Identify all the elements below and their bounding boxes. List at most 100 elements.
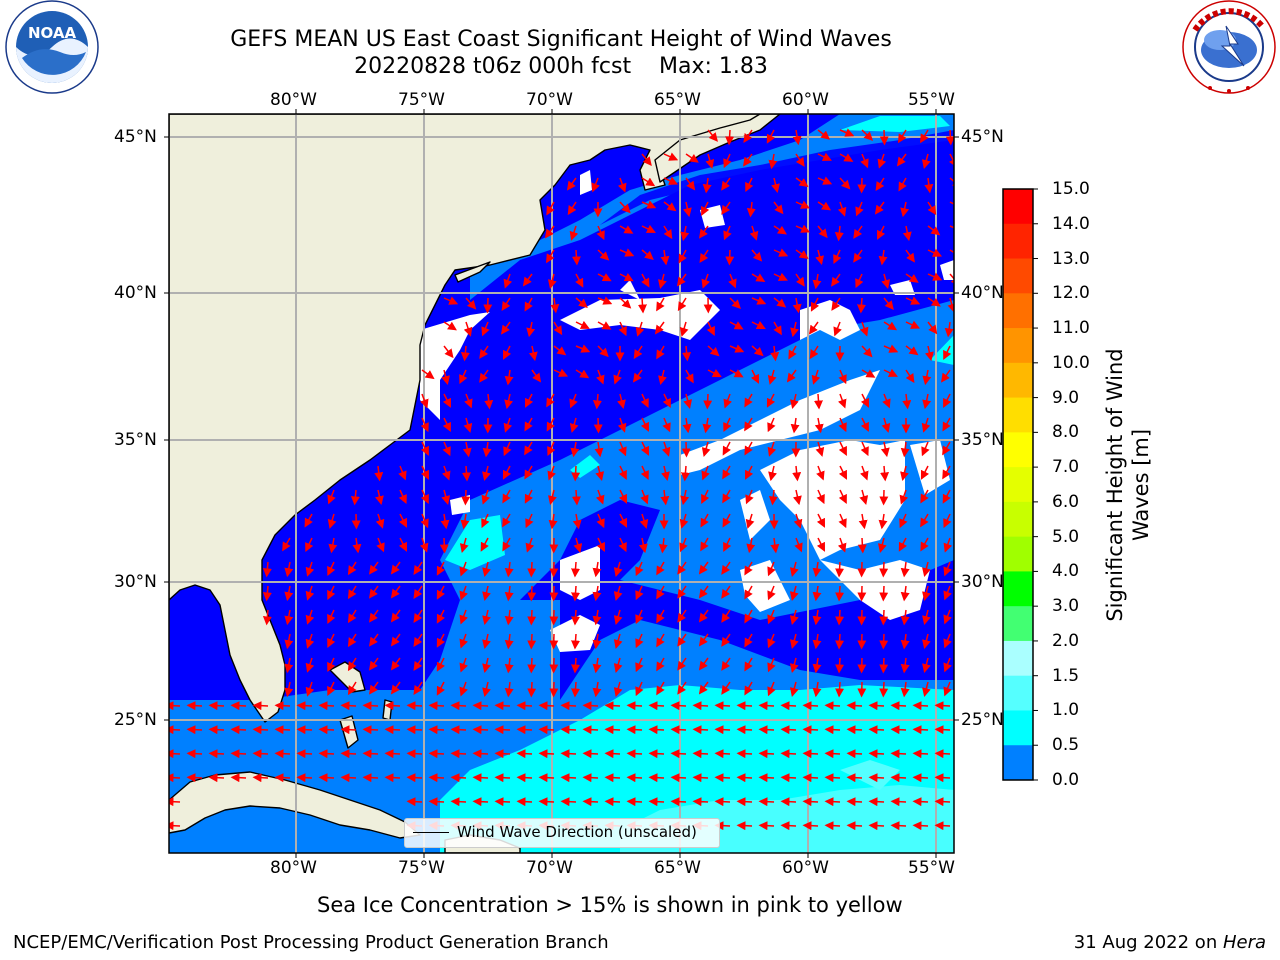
wave-direction-arrow: [656, 633, 665, 648]
wave-direction-arrow: [494, 749, 511, 759]
wave-direction-arrow: [663, 176, 679, 185]
colorbar-tick-label: 14.0: [1052, 213, 1090, 234]
wave-direction-arrow: [773, 201, 784, 215]
wave-direction-arrow: [699, 249, 709, 263]
wave-direction-arrow: [861, 345, 873, 358]
wave-direction-arrow: [461, 489, 471, 506]
wave-direction-arrow: [656, 681, 665, 696]
wave-direction-arrow: [660, 249, 670, 266]
wave-direction-arrow: [900, 681, 910, 698]
wave-direction-arrow: [789, 681, 799, 697]
wave-direction-arrow: [494, 773, 511, 783]
wave-direction-arrow: [837, 393, 847, 409]
wave-direction-arrow: [547, 273, 557, 289]
wave-direction-arrow: [398, 537, 407, 552]
wave-direction-arrow: [861, 129, 874, 141]
wave-direction-arrow: [282, 537, 291, 552]
wave-direction-arrow: [846, 725, 863, 735]
wave-direction-arrow: [927, 201, 937, 216]
nws-logo: [1182, 0, 1276, 94]
wave-direction-arrow: [575, 297, 588, 308]
wave-direction-arrow: [920, 537, 929, 552]
wave-direction-arrow: [853, 249, 863, 263]
wave-direction-arrow: [758, 749, 775, 759]
wave-direction-arrow: [481, 489, 490, 505]
lon-label-top-70w: 70°W: [526, 90, 573, 110]
wave-direction-arrow: [949, 273, 954, 286]
wave-direction-arrow: [744, 633, 753, 648]
lat-label-right-25n: 25°N: [961, 710, 1004, 730]
wave-direction-arrow: [604, 749, 621, 759]
wave-direction-arrow: [531, 369, 542, 383]
wave-direction-arrow: [613, 633, 623, 649]
footer-date-text: 31 Aug 2022 on: [1073, 932, 1223, 953]
wave-direction-arrow: [327, 657, 336, 672]
wave-direction-arrow: [833, 321, 842, 337]
wave-direction-arrow: [868, 821, 885, 831]
wave-direction-arrow: [670, 725, 687, 735]
wave-direction-arrow: [186, 725, 203, 735]
colorbar-segment: [1003, 571, 1033, 607]
wave-direction-arrow: [548, 513, 558, 530]
wave-direction-arrow: [340, 701, 357, 711]
wave-direction-arrow: [369, 657, 379, 671]
wave-direction-arrow: [780, 773, 797, 783]
wave-direction-arrow: [327, 585, 336, 600]
wave-direction-arrow: [376, 537, 385, 553]
wave-direction-arrow: [706, 321, 715, 336]
wave-direction-arrow: [656, 585, 665, 600]
wave-direction-arrow: [284, 633, 294, 650]
wave-direction-arrow: [305, 537, 314, 553]
wave-direction-arrow: [817, 201, 832, 211]
wave-direction-arrow: [420, 417, 429, 433]
wave-direction-arrow: [459, 537, 469, 553]
wave-direction-arrow: [641, 153, 652, 166]
wave-direction-arrow: [575, 273, 584, 288]
wave-direction-arrow: [692, 773, 709, 783]
wave-direction-arrow: [494, 725, 511, 735]
wave-direction-arrow: [899, 489, 909, 505]
wave-direction-arrow: [900, 441, 910, 458]
wave-direction-arrow: [252, 749, 269, 759]
wave-direction-arrow: [900, 465, 909, 482]
wave-direction-arrow: [347, 681, 357, 696]
wave-direction-arrow: [525, 513, 534, 529]
wave-direction-arrow: [682, 201, 692, 218]
wave-direction-arrow: [503, 417, 513, 433]
wave-direction-arrow: [582, 773, 599, 783]
wave-direction-arrow: [808, 321, 819, 335]
wave-direction-arrow: [482, 609, 491, 626]
wave-direction-arrow: [413, 561, 423, 575]
wave-direction-arrow: [922, 681, 931, 698]
map-subtitle: 20220828 t06z 000h fcst Max: 1.83: [354, 54, 768, 79]
wave-direction-arrow: [680, 489, 690, 506]
wave-direction-arrow: [618, 465, 627, 480]
wave-direction-arrow: [661, 465, 670, 482]
wave-direction-arrow: [846, 701, 863, 711]
lon-label-bottom-65w: 65°W: [654, 858, 701, 878]
wave-direction-arrow: [384, 773, 401, 783]
colorbar-tick-label: 4.0: [1052, 561, 1080, 582]
wave-direction-arrow: [398, 465, 407, 481]
wave-direction-arrow: [571, 561, 581, 578]
colorbar-tick-label: 10.0: [1052, 352, 1090, 373]
wave-direction-arrow: [878, 249, 888, 266]
wave-direction-arrow: [721, 201, 731, 215]
wave-direction-arrow: [502, 465, 512, 480]
wave-direction-arrow: [809, 345, 819, 360]
wave-direction-arrow: [262, 585, 272, 602]
wave-direction-arrow: [635, 633, 644, 649]
colorbar-tick-label: 2.0: [1052, 630, 1080, 651]
wave-direction-arrow: [390, 681, 401, 695]
wave-direction-arrow: [677, 561, 687, 575]
wave-direction-arrow: [527, 681, 537, 698]
colorbar-segment: [1003, 432, 1033, 468]
wave-direction-arrow: [714, 749, 731, 759]
wave-direction-arrow: [626, 797, 643, 807]
colorbar-title-line1: Significant Height of Wind: [1103, 348, 1127, 622]
wave-direction-arrow: [296, 773, 313, 783]
wave-direction-arrow: [714, 725, 731, 735]
wave-direction-arrow: [745, 513, 755, 529]
wave-direction-arrow: [450, 701, 467, 711]
wave-direction-arrow: [725, 129, 735, 146]
